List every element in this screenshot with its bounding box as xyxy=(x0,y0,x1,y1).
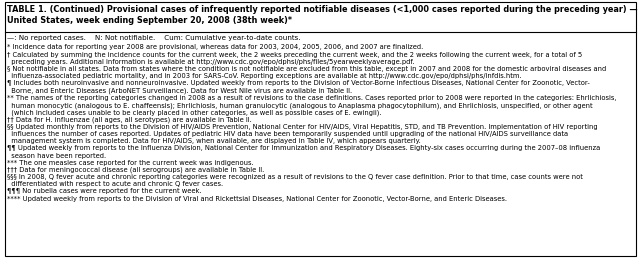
Text: **** Updated weekly from reports to the Division of Viral and Rickettsial Diseas: **** Updated weekly from reports to the … xyxy=(7,196,507,202)
Text: *** The one measles case reported for the current week was indigenous.: *** The one measles case reported for th… xyxy=(7,160,254,166)
Text: * Incidence data for reporting year 2008 are provisional, whereas data for 2003,: * Incidence data for reporting year 2008… xyxy=(7,44,423,51)
Text: ¶ Includes both neuroinvasive and nonneuroinvasive. Updated weekly from reports : ¶ Includes both neuroinvasive and nonneu… xyxy=(7,80,590,94)
Text: ¶¶¶ No rubella cases were reported for the current week.: ¶¶¶ No rubella cases were reported for t… xyxy=(7,189,202,195)
Text: ** The names of the reporting categories changed in 2008 as a result of revision: ** The names of the reporting categories… xyxy=(7,95,617,116)
Text: † Calculated by summing the incidence counts for the current week, the 2 weeks p: † Calculated by summing the incidence co… xyxy=(7,52,582,65)
Text: ¶¶ Updated weekly from reports to the Influenza Division, National Center for Im: ¶¶ Updated weekly from reports to the In… xyxy=(7,145,600,159)
Text: TABLE 1. (Continued) Provisional cases of infrequently reported notifiable disea: TABLE 1. (Continued) Provisional cases o… xyxy=(7,5,638,26)
Text: †† Data for H. influenzae (all ages, all serotypes) are available in Table II.: †† Data for H. influenzae (all ages, all… xyxy=(7,117,252,123)
Text: § Not notifiable in all states. Data from states where the condition is not noti: § Not notifiable in all states. Data fro… xyxy=(7,66,606,79)
Text: —: No reported cases.    N: Not notifiable.    Cum: Cumulative year-to-date coun: —: No reported cases. N: Not notifiable.… xyxy=(7,35,301,41)
Text: ††† Data for meningococcal disease (all serogroups) are available in Table II.: ††† Data for meningococcal disease (all … xyxy=(7,167,264,173)
Text: §§ Updated monthly from reports to the Division of HIV/AIDS Prevention, National: §§ Updated monthly from reports to the D… xyxy=(7,124,597,144)
Text: §§§ In 2008, Q fever acute and chronic reporting categories were recognized as a: §§§ In 2008, Q fever acute and chronic r… xyxy=(7,174,583,187)
